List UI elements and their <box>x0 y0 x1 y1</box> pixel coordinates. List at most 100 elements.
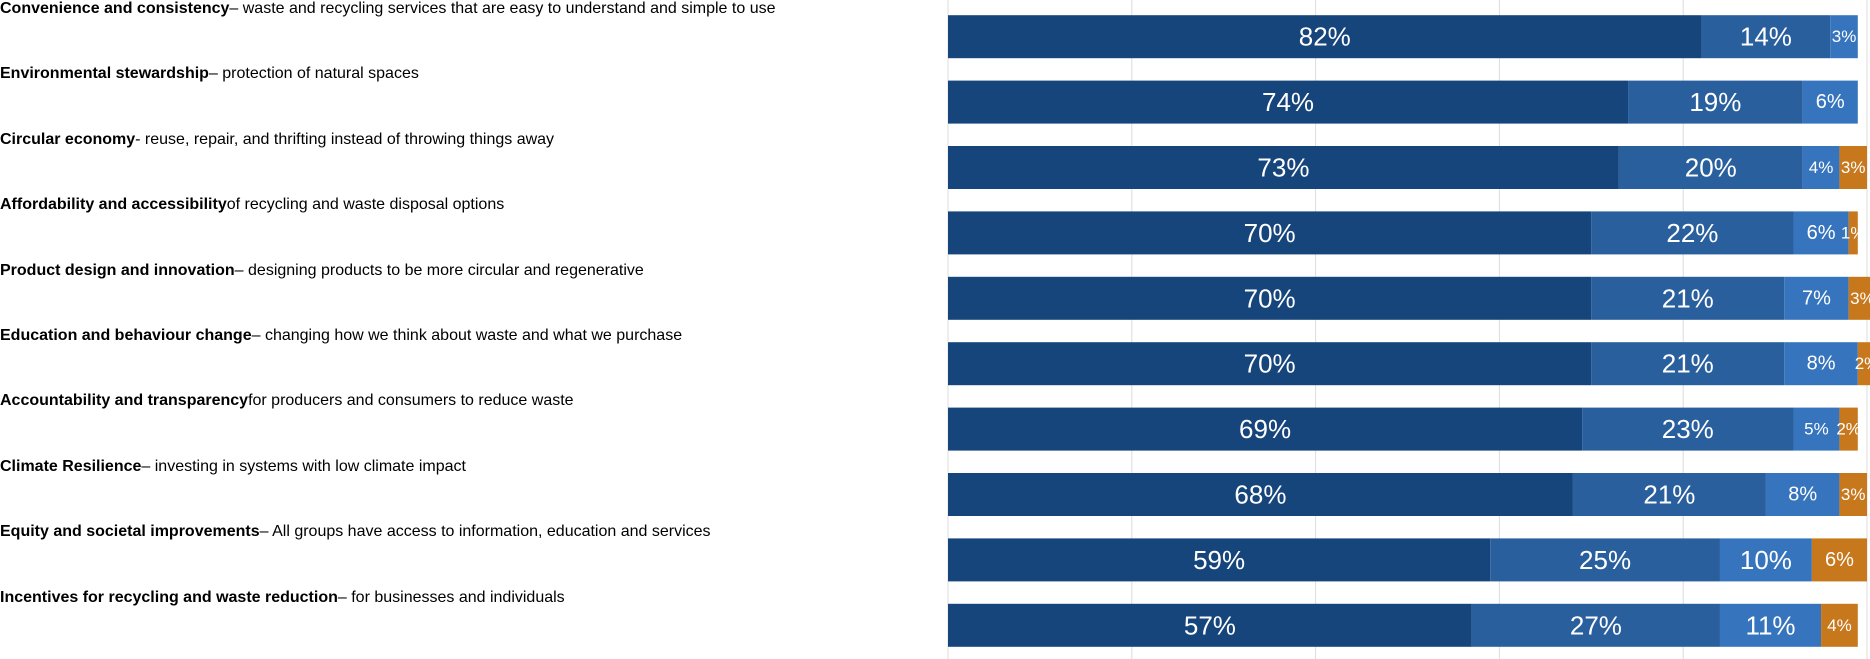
value-label: 68% <box>1234 480 1286 510</box>
bar-segment <box>1793 211 1849 255</box>
bar-segment <box>948 146 1619 189</box>
bar-segment <box>1701 15 1831 59</box>
category-name: Incentives for recycling and waste reduc… <box>0 588 338 606</box>
value-label: 3% <box>1832 27 1857 46</box>
bar-segment <box>1471 603 1720 647</box>
bar-segment <box>1839 473 1867 516</box>
bar-segment <box>1628 80 1803 124</box>
category-description: – waste and recycling services that are … <box>229 0 776 17</box>
bar-segment <box>1839 146 1867 189</box>
value-label: 1% <box>1841 223 1866 242</box>
bar-segment <box>948 15 1702 59</box>
bar-segment <box>1830 15 1858 59</box>
category-labels: Convenience and consistency– waste and r… <box>0 0 940 654</box>
value-label: 5% <box>1804 420 1829 439</box>
value-label: 82% <box>1299 22 1351 52</box>
value-label: 21% <box>1662 349 1714 379</box>
row-label: Affordability and accessibilityof recycl… <box>0 196 940 261</box>
row-label: Accountability and transparencyfor produ… <box>0 392 940 457</box>
bar-segment <box>1591 276 1785 320</box>
value-label: 57% <box>1184 610 1236 640</box>
category-name: Equity and societal improvements <box>0 523 260 541</box>
value-label: 70% <box>1244 349 1296 379</box>
bar-segment <box>1618 146 1803 189</box>
row-label: Incentives for recycling and waste reduc… <box>0 589 940 654</box>
label-text: Equity and societal improvements– All gr… <box>0 523 711 540</box>
bar-segment <box>1802 80 1858 124</box>
label-text: Convenience and consistency– waste and r… <box>0 0 775 17</box>
bar-segment <box>948 80 1629 124</box>
category-description: – designing products to be more circular… <box>234 261 644 279</box>
bar-segment <box>948 211 1592 255</box>
value-label: 73% <box>1257 153 1309 183</box>
bar-segment <box>1591 211 1794 255</box>
bar-segment <box>1793 407 1840 451</box>
category-description: – investing in systems with low climate … <box>141 457 466 475</box>
category-description: – changing how we think about waste and … <box>251 326 683 344</box>
bar-segment <box>1848 276 1870 320</box>
category-description: – All groups have access to information,… <box>259 523 711 541</box>
value-label: 70% <box>1244 283 1296 313</box>
value-label: 4% <box>1827 616 1852 635</box>
row-label: Product design and innovation– designing… <box>0 262 940 327</box>
bar-segment <box>1765 473 1840 516</box>
category-description: - reuse, repair, and thrifting instead o… <box>135 130 555 148</box>
row-label: Education and behaviour change– changing… <box>0 327 940 392</box>
category-name: Environmental stewardship <box>0 65 209 83</box>
row-label: Circular economy- reuse, repair, and thr… <box>0 131 940 196</box>
label-text: Climate Resilience– investing in systems… <box>0 458 466 475</box>
category-description: for producers and consumers to reduce wa… <box>248 392 574 410</box>
value-label: 27% <box>1570 610 1622 640</box>
value-label: 14% <box>1740 22 1792 52</box>
bar-segment <box>1784 342 1858 386</box>
label-text: Accountability and transparencyfor produ… <box>0 392 574 409</box>
value-label: 21% <box>1643 480 1695 510</box>
value-label: 6% <box>1807 222 1836 244</box>
label-text: Circular economy- reuse, repair, and thr… <box>0 131 554 148</box>
category-description: of recycling and waste disposal options <box>226 196 505 214</box>
label-text: Environmental stewardship– protection of… <box>0 65 419 82</box>
category-name: Circular economy <box>0 130 136 148</box>
value-label: 4% <box>1809 158 1834 177</box>
label-text: Affordability and accessibilityof recycl… <box>0 196 504 213</box>
bar-segment <box>1591 342 1785 386</box>
bar-segment <box>948 603 1472 647</box>
bar-segment <box>1582 407 1794 451</box>
value-label: 11% <box>1745 610 1795 640</box>
bar-segment <box>1719 603 1822 647</box>
value-label: 74% <box>1262 87 1314 117</box>
bar-segment <box>1572 473 1766 516</box>
value-label: 10% <box>1740 545 1792 575</box>
bar-segment <box>948 538 1491 582</box>
bar-segment <box>1784 276 1849 320</box>
value-label: 8% <box>1788 484 1817 506</box>
category-name: Education and behaviour change <box>0 326 252 344</box>
value-label: 69% <box>1239 414 1291 444</box>
bar-segment <box>948 342 1592 386</box>
bar-segment <box>1848 211 1858 255</box>
value-label: 6% <box>1816 91 1845 113</box>
category-name: Accountability and transparency <box>0 392 249 410</box>
row-label: Climate Resilience– investing in systems… <box>0 458 940 523</box>
value-label: 21% <box>1662 283 1714 313</box>
row-label: Environmental stewardship– protection of… <box>0 65 940 130</box>
bar-segment <box>1719 538 1812 582</box>
value-label: 70% <box>1244 218 1296 248</box>
bar-segment <box>948 276 1592 320</box>
value-label: 3% <box>1841 485 1866 504</box>
value-label: 20% <box>1685 153 1737 183</box>
bar-segment <box>948 473 1573 516</box>
bar-segment <box>1811 538 1867 582</box>
value-label: 22% <box>1666 218 1718 248</box>
label-text: Product design and innovation– designing… <box>0 262 644 279</box>
value-label: 3% <box>1850 289 1870 308</box>
bar-segment <box>1490 538 1720 582</box>
category-name: Product design and innovation <box>0 261 235 279</box>
row-label: Convenience and consistency– waste and r… <box>0 0 940 65</box>
bar-segment <box>1802 146 1840 189</box>
value-label: 23% <box>1662 414 1714 444</box>
bar-segment <box>1839 407 1858 451</box>
value-label: 6% <box>1825 549 1854 571</box>
bar-segment <box>948 407 1583 451</box>
